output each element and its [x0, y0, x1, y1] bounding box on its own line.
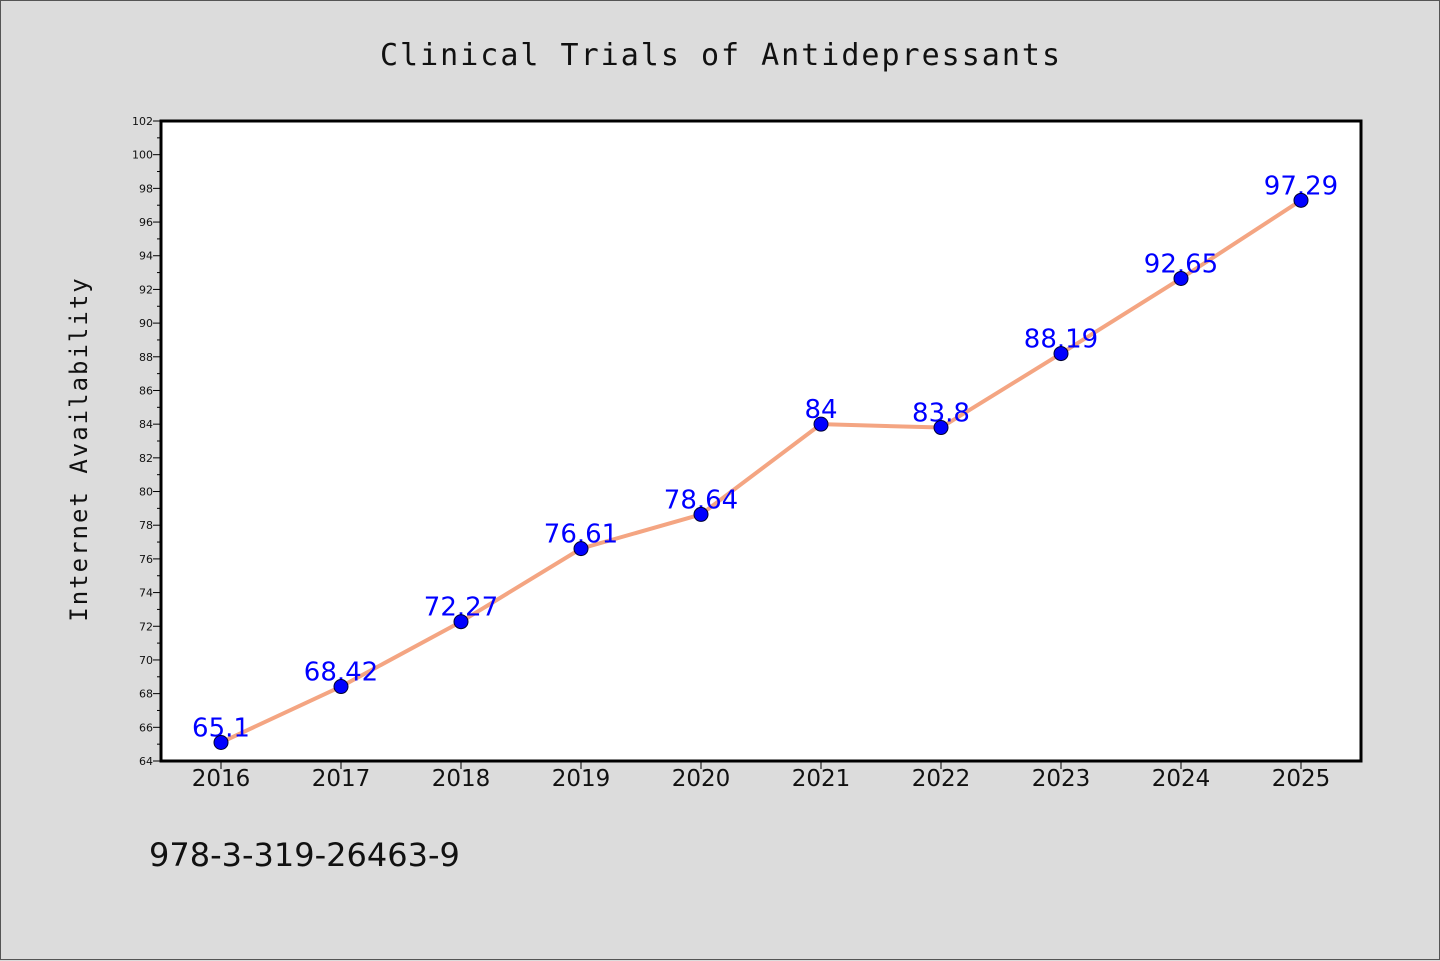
y-tick-label: 92 [139, 283, 153, 296]
y-tick-label: 64 [139, 755, 153, 768]
data-point-2022 [933, 420, 949, 436]
x-tick-label-2020: 2020 [672, 766, 731, 792]
x-tick-label-2021: 2021 [792, 766, 851, 792]
data-point-2025 [1293, 192, 1309, 208]
y-axis-label: Internet Availability [65, 276, 93, 621]
data-point-2018 [453, 614, 469, 630]
plot-area [159, 119, 1363, 763]
y-tick-label: 84 [139, 418, 153, 431]
y-tick-label: 88 [139, 351, 153, 364]
data-point-2023 [1053, 346, 1069, 362]
data-point-2017 [333, 679, 349, 695]
y-tick-label: 82 [139, 452, 153, 465]
x-tick-label-2016: 2016 [192, 766, 251, 792]
data-point-2019 [573, 541, 589, 557]
y-tick-label: 80 [139, 486, 153, 499]
y-tick-label: 98 [139, 182, 153, 195]
x-tick-label-2024: 2024 [1152, 766, 1211, 792]
series-line [219, 198, 1303, 745]
y-tick-label: 90 [139, 317, 153, 330]
y-tick-label: 70 [139, 654, 153, 667]
y-tick-label: 86 [139, 384, 153, 397]
y-tick-label: 74 [139, 587, 153, 600]
chart-title: Clinical Trials of Antidepressants [380, 38, 1062, 73]
data-point-2024 [1173, 270, 1189, 286]
isbn-footer: 978-3-319-26463-9 [149, 836, 460, 874]
y-tick-label: 94 [139, 250, 153, 263]
y-tick-label: 100 [132, 149, 153, 162]
x-tick-label-2025: 2025 [1272, 766, 1331, 792]
x-tick-label-2022: 2022 [912, 766, 971, 792]
y-tick-label: 66 [139, 721, 153, 734]
y-tick-label: 96 [139, 216, 153, 229]
x-tick-label-2017: 2017 [312, 766, 371, 792]
y-tick-label: 102 [132, 115, 153, 128]
data-point-2020 [693, 506, 709, 522]
data-point-2021 [813, 416, 829, 432]
y-axis-ticks: 64 66 68 70 72 74 76 78 80 82 84 86 88 90 92 94 96 98 100 1… [132, 115, 161, 768]
y-tick-label: 76 [139, 553, 153, 566]
y-tick-label: 68 [139, 688, 153, 701]
y-tick-label: 78 [139, 519, 153, 532]
x-tick-label-2023: 2023 [1032, 766, 1091, 792]
x-tick-label-2018: 2018 [432, 766, 491, 792]
y-tick-label: 72 [139, 620, 153, 633]
x-tick-label-2019: 2019 [552, 766, 611, 792]
data-point-2016 [213, 734, 229, 750]
x-axis-ticks: 2016 2017 2018 2019 2020 2021 2022 2023 2024 2025 [192, 761, 1331, 792]
